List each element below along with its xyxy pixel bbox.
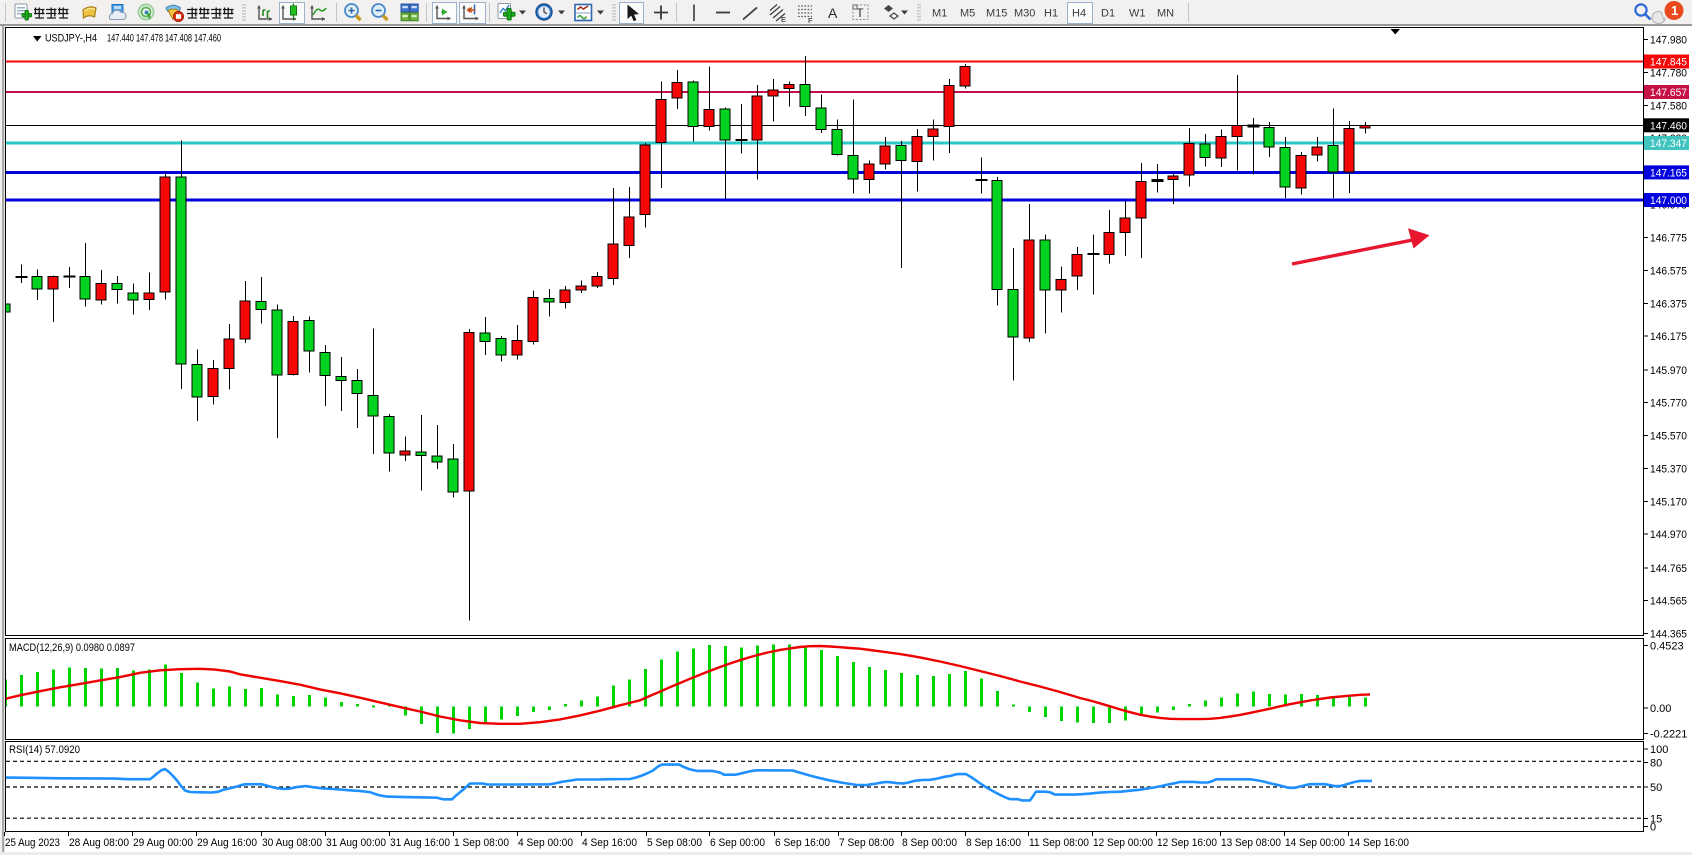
svg-text:MACD(12,26,9) 0.0980 0.0897: MACD(12,26,9) 0.0980 0.0897 [9, 642, 135, 654]
svg-text:0.00: 0.00 [1650, 703, 1671, 715]
svg-text:6 Sep 00:00: 6 Sep 00:00 [710, 837, 765, 849]
svg-text:D1: D1 [1101, 8, 1115, 20]
svg-text:13 Sep 08:00: 13 Sep 08:00 [1221, 837, 1281, 849]
svg-text:145.770: 145.770 [1650, 398, 1687, 410]
svg-text:RSI(14) 57.0920: RSI(14) 57.0920 [9, 744, 80, 756]
svg-text:12 Sep 16:00: 12 Sep 16:00 [1157, 837, 1217, 849]
svg-text:147.347: 147.347 [1650, 138, 1687, 150]
svg-text:144.365: 144.365 [1650, 629, 1687, 641]
svg-text:80: 80 [1650, 757, 1662, 769]
svg-text:50: 50 [1650, 782, 1662, 794]
svg-text:4 Sep 16:00: 4 Sep 16:00 [582, 837, 637, 849]
svg-text:H1: H1 [1044, 8, 1058, 20]
svg-text:F: F [808, 16, 813, 25]
svg-text:-0.2221: -0.2221 [1650, 728, 1687, 740]
svg-text:147.000: 147.000 [1650, 195, 1687, 207]
svg-text:MN: MN [1157, 8, 1174, 20]
svg-text:USDJPY-,H4: USDJPY-,H4 [45, 33, 97, 45]
svg-text:M1: M1 [932, 8, 947, 20]
svg-text:11 Sep 08:00: 11 Sep 08:00 [1029, 837, 1089, 849]
svg-text:144.970: 144.970 [1650, 529, 1687, 541]
svg-text:144.565: 144.565 [1650, 596, 1687, 608]
svg-text:4 Sep 00:00: 4 Sep 00:00 [518, 837, 573, 849]
svg-text:25 Aug 2023: 25 Aug 2023 [5, 837, 60, 849]
svg-text:146.375: 146.375 [1650, 298, 1687, 310]
svg-text:147.460: 147.460 [1650, 120, 1687, 132]
svg-text:W1: W1 [1129, 8, 1146, 20]
svg-text:14 Sep 00:00: 14 Sep 00:00 [1285, 837, 1345, 849]
svg-text:T: T [857, 8, 864, 20]
svg-text:30 Aug 08:00: 30 Aug 08:00 [262, 837, 322, 849]
svg-text:15: 15 [1650, 814, 1662, 826]
svg-text:28 Aug 08:00: 28 Aug 08:00 [69, 837, 129, 849]
svg-text:A: A [828, 5, 838, 21]
svg-text:0: 0 [1650, 822, 1656, 834]
svg-text:146.775: 146.775 [1650, 233, 1687, 245]
svg-text:M15: M15 [986, 8, 1007, 20]
svg-text:100: 100 [1650, 744, 1668, 756]
svg-text:6 Sep 16:00: 6 Sep 16:00 [775, 837, 830, 849]
svg-text:M5: M5 [960, 8, 975, 20]
svg-text:29 Aug 16:00: 29 Aug 16:00 [197, 837, 257, 849]
svg-text:147.165: 147.165 [1650, 167, 1687, 179]
svg-text:31 Aug 00:00: 31 Aug 00:00 [326, 837, 386, 849]
svg-text:12 Sep 00:00: 12 Sep 00:00 [1093, 837, 1153, 849]
svg-text:31 Aug 16:00: 31 Aug 16:00 [390, 837, 450, 849]
svg-text:29 Aug 00:00: 29 Aug 00:00 [133, 837, 193, 849]
svg-text:14 Sep 16:00: 14 Sep 16:00 [1349, 837, 1409, 849]
svg-text:145.170: 145.170 [1650, 496, 1687, 508]
svg-text:147.580: 147.580 [1650, 100, 1687, 112]
svg-text:147.845: 147.845 [1650, 57, 1687, 69]
svg-text:H4: H4 [1072, 8, 1086, 20]
svg-text:8 Sep 16:00: 8 Sep 16:00 [966, 837, 1021, 849]
svg-text:145.570: 145.570 [1650, 431, 1687, 443]
svg-text:147.657: 147.657 [1650, 87, 1687, 99]
svg-text:144.765: 144.765 [1650, 563, 1687, 575]
svg-text:145.970: 145.970 [1650, 365, 1687, 377]
svg-text:5 Sep 08:00: 5 Sep 08:00 [647, 837, 702, 849]
svg-text:147.780: 147.780 [1650, 68, 1687, 80]
svg-text:E: E [781, 15, 786, 24]
svg-text:145.370: 145.370 [1650, 463, 1687, 475]
svg-text:1 Sep 08:00: 1 Sep 08:00 [454, 837, 509, 849]
svg-text:0.4523: 0.4523 [1650, 640, 1684, 652]
svg-text:8 Sep 00:00: 8 Sep 00:00 [902, 837, 957, 849]
svg-text:147.440 147.478 147.408 147.46: 147.440 147.478 147.408 147.460 [107, 33, 221, 45]
svg-text:146.575: 146.575 [1650, 265, 1687, 277]
svg-text:147.980: 147.980 [1650, 35, 1687, 47]
svg-text:146.175: 146.175 [1650, 331, 1687, 343]
svg-text:M30: M30 [1014, 8, 1035, 20]
svg-text:1: 1 [1671, 3, 1678, 18]
svg-text:7 Sep 08:00: 7 Sep 08:00 [839, 837, 894, 849]
